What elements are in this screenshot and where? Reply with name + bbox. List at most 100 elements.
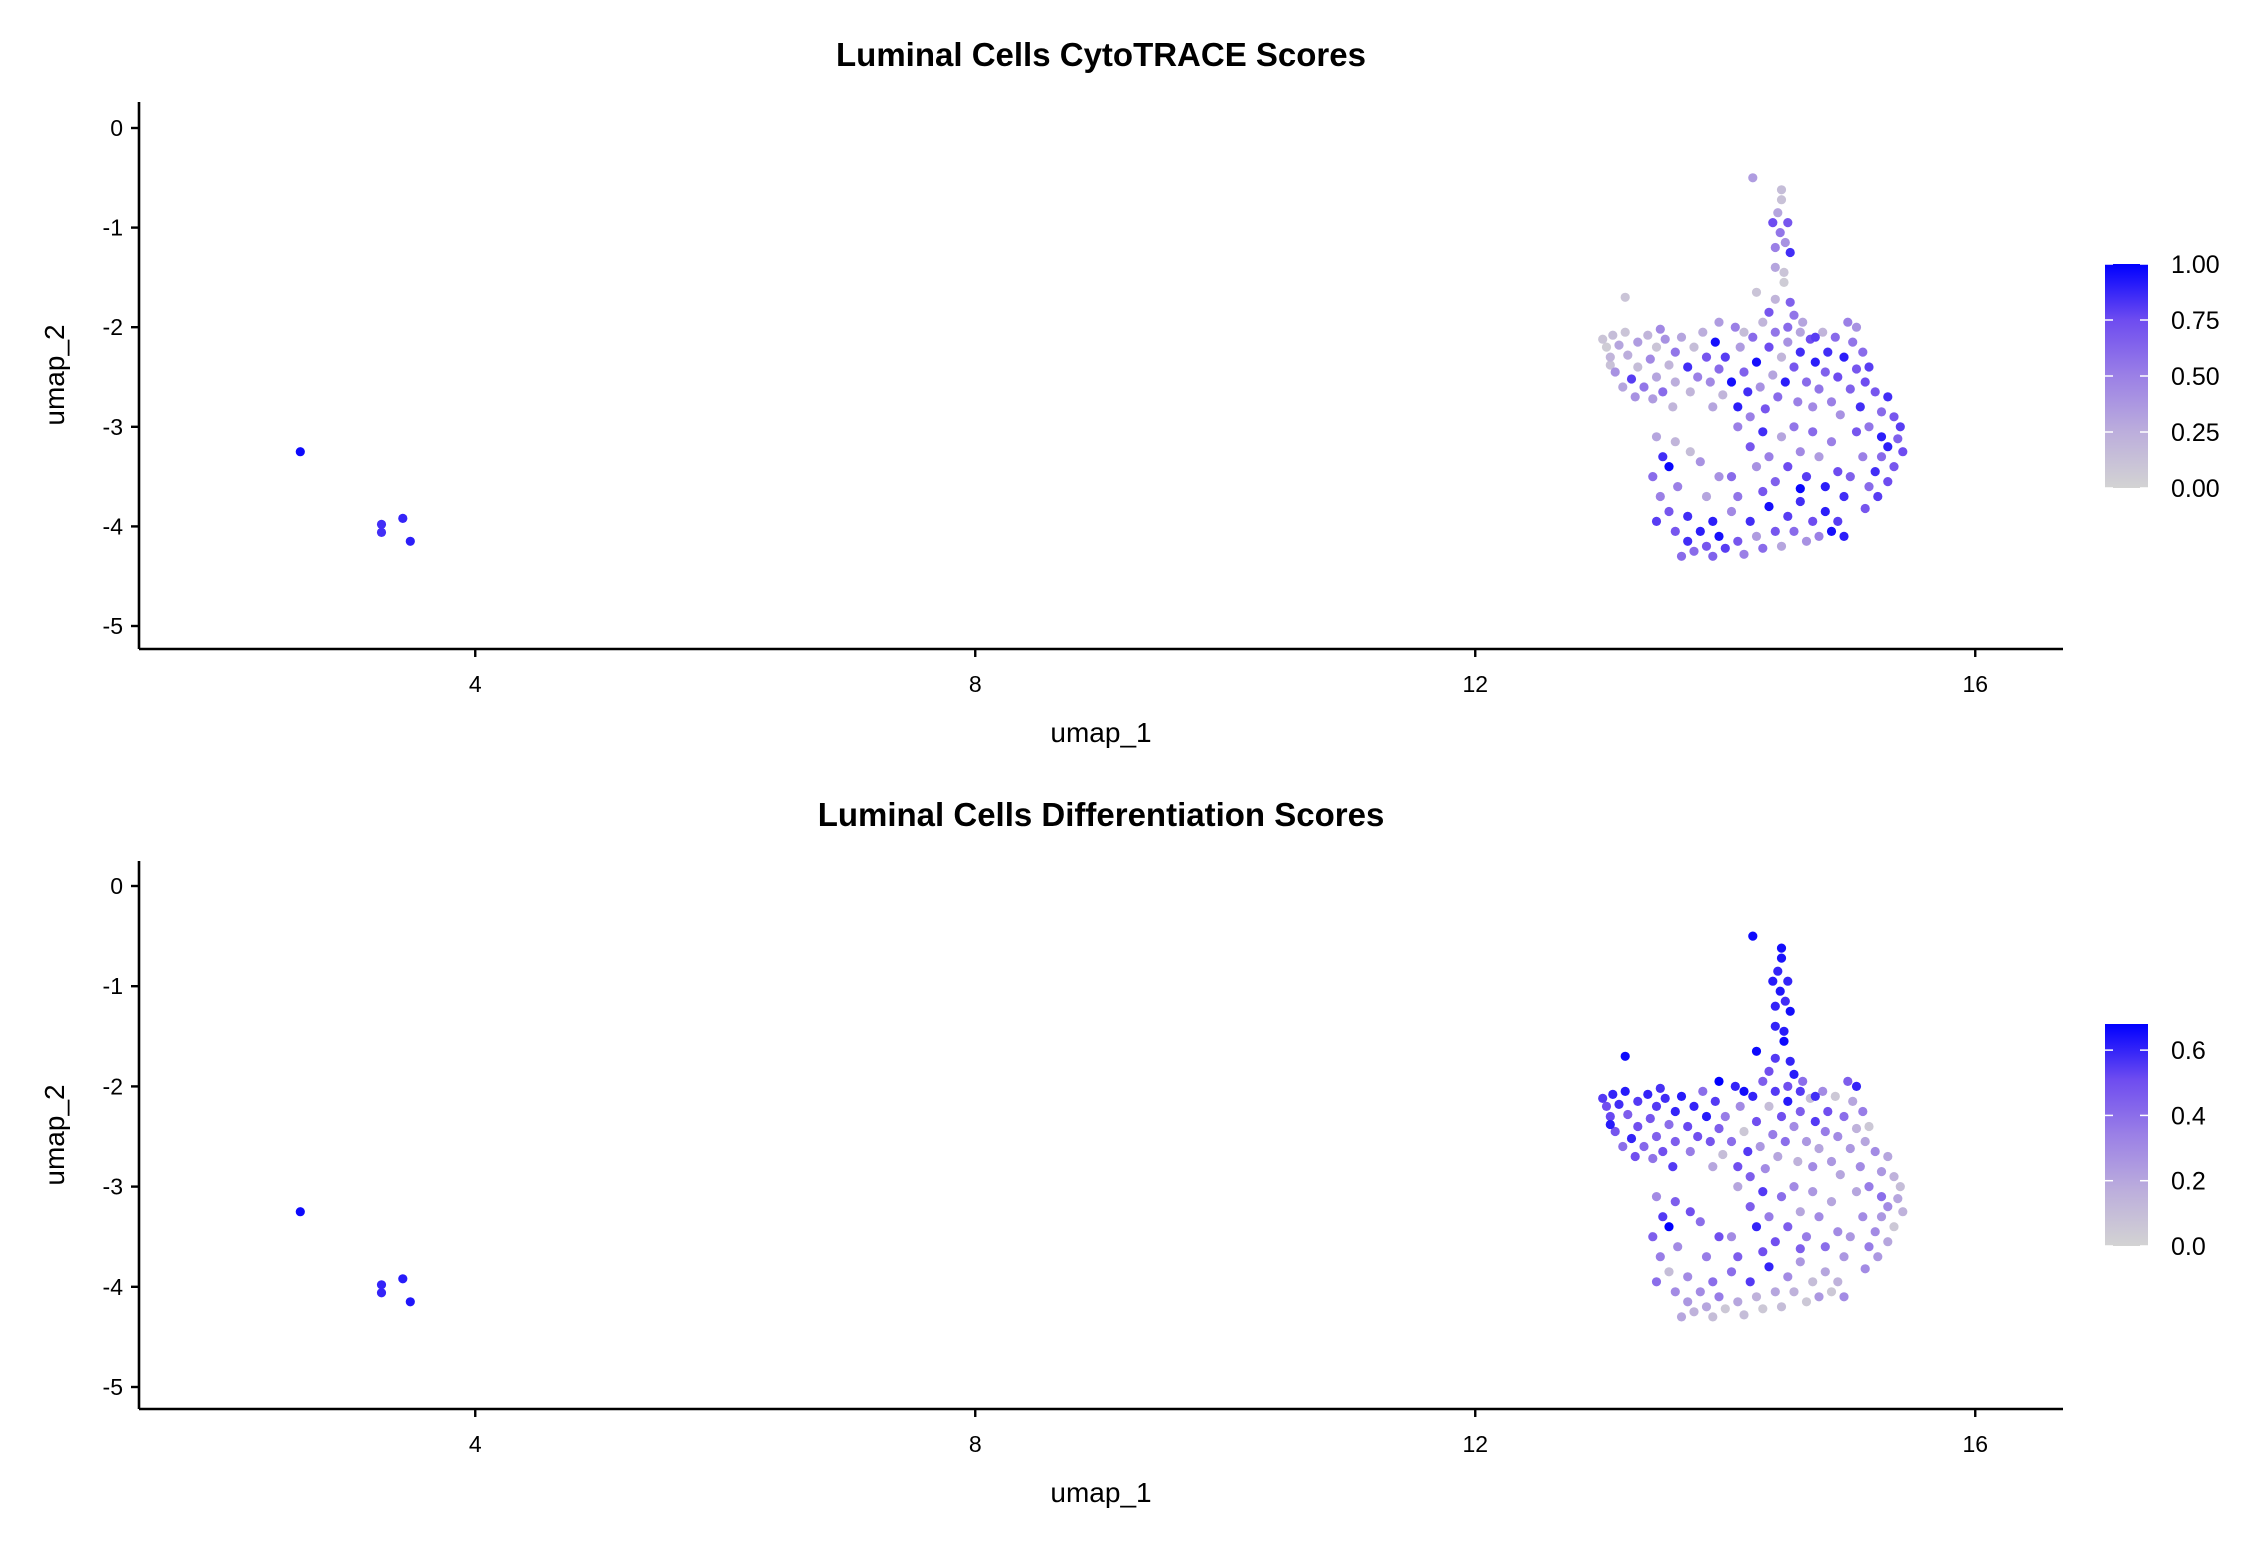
cell-point [1808, 1187, 1818, 1197]
cell-point [376, 1280, 387, 1290]
cell-point [1718, 1149, 1728, 1160]
cell-point [1618, 1141, 1628, 1152]
colorbar-label: 0.2 [2171, 1168, 2206, 1196]
x-tick-label: 12 [1462, 1431, 1488, 1457]
cell-point [1883, 477, 1893, 487]
cell-point [1758, 1304, 1768, 1314]
cell-point [1789, 362, 1799, 372]
cell-point [1645, 1113, 1655, 1124]
cell-point [1733, 1297, 1743, 1307]
cell-point [1718, 390, 1728, 400]
cell-point [1870, 1227, 1880, 1237]
cell-point [1739, 1126, 1749, 1137]
cell-point [1789, 422, 1799, 432]
cell-point [1685, 1146, 1695, 1157]
cell-point [1839, 1252, 1849, 1262]
cell-point [1670, 526, 1680, 537]
x-tick-label: 16 [1962, 1431, 1988, 1457]
cell-point [1610, 1126, 1620, 1137]
cell-point [1808, 516, 1818, 527]
cell-point [1773, 1151, 1783, 1162]
cell-point [1701, 541, 1712, 551]
cell-point [376, 519, 387, 530]
cell-point [1739, 327, 1749, 337]
cell-point [1605, 1111, 1615, 1122]
cell-point [1895, 422, 1905, 432]
cell-point [1639, 382, 1649, 392]
cell-point [1658, 1146, 1668, 1157]
cell-point [1770, 1086, 1780, 1096]
cell-point [1739, 549, 1749, 559]
cell-point [1714, 531, 1724, 542]
y-axis-title: umap_2 [39, 1084, 70, 1185]
cell-point [1745, 442, 1755, 452]
cell-point [1833, 516, 1843, 527]
cell-point [1808, 1277, 1818, 1287]
cell-point [1643, 330, 1653, 340]
cell-point [1701, 1111, 1712, 1122]
x-tick-label: 8 [969, 1431, 982, 1457]
cell-point [1651, 342, 1662, 352]
cell-point [1683, 1297, 1693, 1307]
cell-point [1764, 307, 1774, 317]
cell-point [1730, 322, 1740, 332]
x-tick-label: 8 [969, 671, 982, 697]
cell-point [1839, 1111, 1849, 1122]
cell-point [1839, 531, 1849, 542]
cell-point [1889, 1172, 1899, 1182]
cell-point [1864, 1242, 1874, 1252]
cell-point [398, 513, 408, 524]
cell-point [1726, 1267, 1737, 1277]
cell-point [1855, 402, 1865, 412]
cell-point [1845, 472, 1855, 482]
cell-point [1720, 543, 1730, 553]
cell-point [1764, 452, 1774, 462]
cell-point [1843, 1076, 1853, 1086]
cell-point [1664, 360, 1674, 370]
cell-point [1683, 1272, 1693, 1282]
cell-point [1851, 427, 1862, 437]
cell-point [1708, 402, 1718, 412]
cell-point [1883, 1202, 1893, 1212]
cell-point [1770, 1053, 1780, 1063]
cell-point [1651, 372, 1662, 382]
cell-point [1633, 362, 1643, 372]
cell-point [1860, 1264, 1870, 1274]
cell-point [1651, 432, 1662, 442]
cell-point [1764, 1066, 1774, 1076]
cell-point [1779, 1026, 1789, 1036]
cell-point [1676, 551, 1687, 561]
cell-point [1801, 1232, 1812, 1242]
cell-point [1839, 491, 1849, 502]
cell-point [1775, 986, 1785, 996]
cell-point [1801, 472, 1812, 482]
cell-point [1655, 324, 1665, 334]
panel-cytotrace: Luminal Cells CytoTRACE Scores umap_1 um… [39, 36, 2220, 748]
cell-point [1726, 506, 1737, 517]
y-tick-label: -4 [103, 1274, 124, 1300]
cell-point [1655, 491, 1665, 502]
cell-point [1798, 1076, 1808, 1086]
cell-point [1605, 352, 1615, 362]
cell-point [405, 536, 415, 546]
cell-point [1698, 1086, 1708, 1096]
cell-point [1658, 452, 1668, 462]
cell-point [1751, 287, 1762, 297]
x-tick-label: 4 [469, 1431, 482, 1457]
y-tick-label: -5 [103, 613, 123, 639]
cell-point [1720, 1304, 1730, 1314]
cell-point [1620, 292, 1630, 302]
cell-point [1643, 1089, 1653, 1099]
cell-point [1823, 1106, 1833, 1117]
cell-point [1701, 1252, 1712, 1262]
cell-point [1820, 1242, 1830, 1252]
cell-point [1693, 372, 1703, 382]
colorbar-legend: 1.00 0.75 0.50 0.25 0.00 [2105, 251, 2220, 503]
cell-point [1768, 1129, 1778, 1140]
cell-point [1651, 1277, 1662, 1287]
cell-point [1783, 322, 1793, 332]
cell-point [1826, 437, 1837, 447]
colorbar-label: 1.00 [2171, 251, 2220, 279]
cell-point [1695, 1287, 1705, 1297]
cell-point [1726, 472, 1737, 482]
